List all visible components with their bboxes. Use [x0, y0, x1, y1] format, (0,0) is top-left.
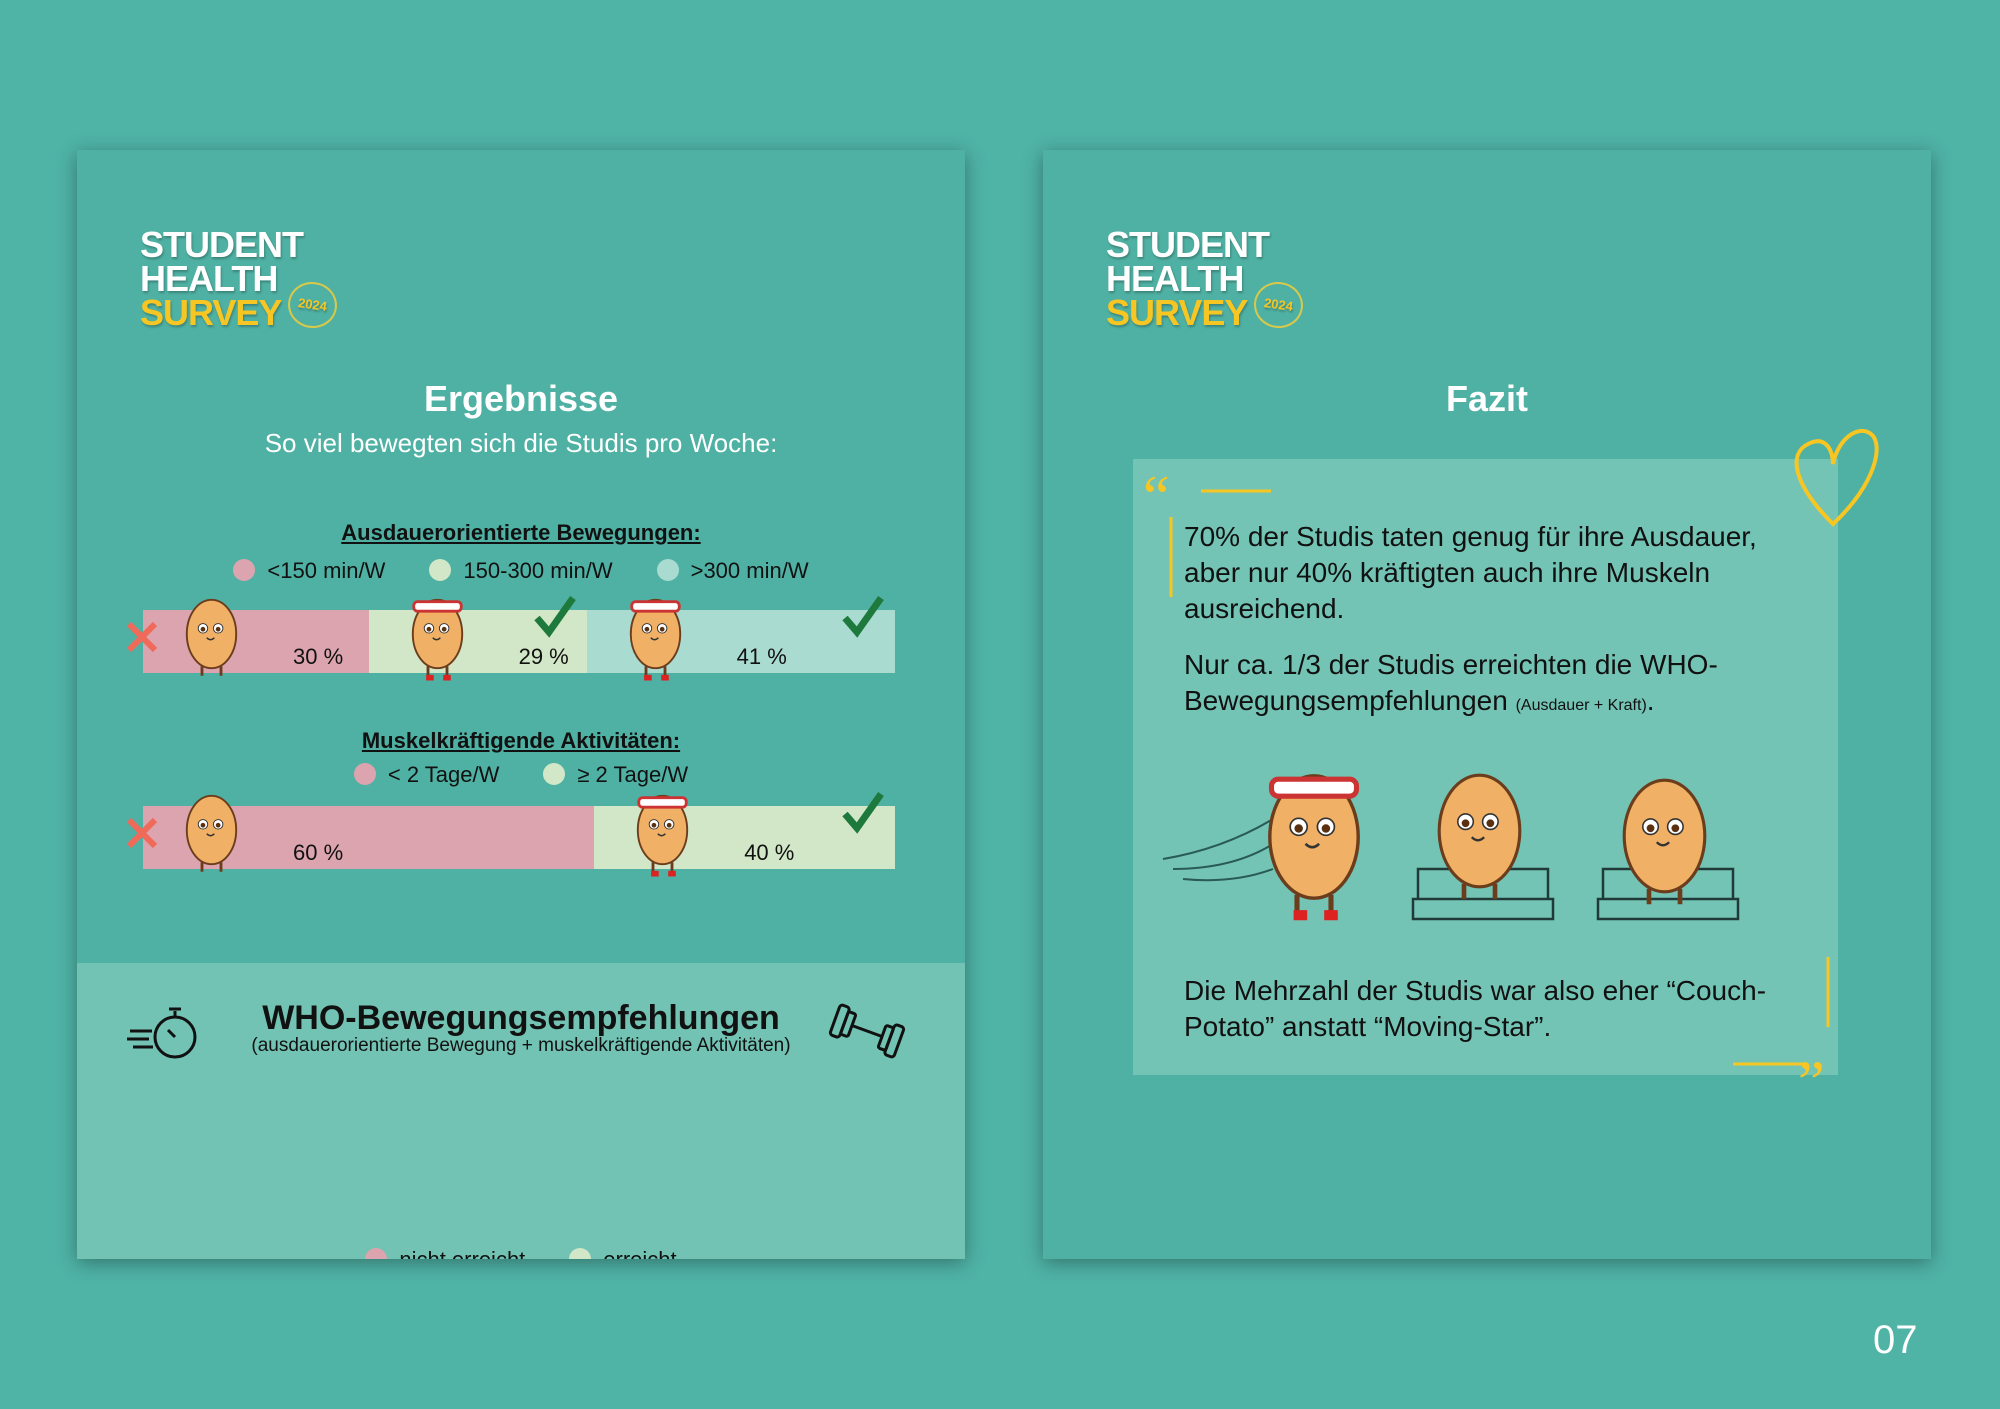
- page-title: Fazit: [1445, 378, 1528, 419]
- who-legend: nicht erreicht erreicht: [77, 1247, 965, 1259]
- potato-icon: [411, 598, 463, 681]
- who-section: WHO-Bewegungsempfehlungen (ausdauerorien…: [77, 963, 965, 1259]
- legend-label: ≥ 2 Tage/W: [577, 762, 689, 787]
- conclusion-paragraph-1: 70% der Studis taten genug für ihre Ausd…: [1184, 521, 1757, 624]
- legend-swatch: [569, 1248, 592, 1259]
- bar-segment: 41 %: [586, 595, 895, 681]
- legend-label: erreicht: [603, 1247, 676, 1259]
- logo-line: SURVEY: [1106, 292, 1248, 333]
- quote-marks-icon: “ ”: [1143, 464, 1830, 1115]
- page-title: Ergebnisse: [423, 378, 619, 419]
- svg-text:”: ”: [1798, 1049, 1825, 1115]
- bar-segment: 29 %: [368, 595, 587, 681]
- legend-item: <150 min/W: [233, 558, 385, 584]
- bar-segment: 60 %: [126, 794, 595, 872]
- logo-line: SURVEY: [140, 292, 282, 333]
- p2-end: .: [1646, 685, 1655, 716]
- who-subtitle: (ausdauerorientierte Bewegung + muskelkr…: [251, 1035, 791, 1056]
- legend-swatch: [429, 559, 452, 581]
- potato-icon: [629, 598, 681, 681]
- legend-label: nicht erreicht: [399, 1247, 525, 1259]
- bar-value: 30 %: [293, 644, 344, 669]
- legend-label: < 2 Tage/W: [387, 762, 500, 787]
- conclusion-paragraph-2: Nur ca. 1/3 der Studis erreichten die WH…: [1184, 647, 1804, 724]
- legend-label: 150-300 min/W: [463, 558, 613, 583]
- legend-swatch: [656, 559, 679, 581]
- logo-line: HEALTH: [1106, 258, 1244, 299]
- cross-icon: [126, 621, 158, 653]
- legend-swatch: [353, 763, 376, 785]
- legend-item: ≥ 2 Tage/W: [543, 762, 688, 788]
- bar-segment: 40 %: [594, 791, 895, 877]
- legend-item: erreicht: [569, 1247, 677, 1259]
- bar-segment: 30 %: [126, 598, 369, 676]
- potato-illustrations: [1162, 773, 1740, 921]
- conclusion-paragraph-3: Die Mehrzahl der Studis war also eher “C…: [1184, 975, 1767, 1042]
- page-number: 07: [1873, 1318, 1918, 1362]
- results-page: STUDENT HEALTH SURVEY 2024 Ergebnisse So…: [77, 150, 965, 1259]
- svg-text:“: “: [1143, 464, 1170, 530]
- legend-swatch: [233, 559, 256, 581]
- potato-icon: [637, 794, 689, 877]
- bar-value: 60 %: [293, 840, 344, 865]
- page-subtitle: So viel bewegten sich die Studis pro Woc…: [264, 428, 778, 458]
- heart-icon: [1794, 428, 1879, 527]
- dumbbell-icon: [828, 1003, 906, 1059]
- bar-value: 29 %: [518, 644, 569, 669]
- legend-swatch: [543, 763, 566, 785]
- survey-logo: STUDENT HEALTH SURVEY 2024: [1106, 224, 1306, 333]
- p2-text: Nur ca. 1/3 der Studis erreichten die WH…: [1184, 649, 1718, 716]
- legend-label: <150 min/W: [267, 558, 386, 583]
- survey-logo: STUDENT HEALTH SURVEY 2024: [140, 224, 340, 333]
- quote-box: “ ” 70% der Studis taten genug für ihre …: [1133, 428, 1879, 1115]
- cross-icon: [126, 817, 158, 849]
- conclusion-page: STUDENT HEALTH SURVEY 2024 Fazit “ ” 70%…: [1043, 150, 1931, 1259]
- who-title: WHO-Bewegungsempfehlungen: [262, 999, 780, 1037]
- logo-line: STUDENT: [140, 224, 304, 265]
- legend-swatch: [365, 1248, 388, 1259]
- p2-note: (Ausdauer + Kraft): [1515, 697, 1647, 714]
- speed-lines: [1162, 818, 1274, 882]
- legend-item: 150-300 min/W: [429, 558, 613, 584]
- bar-value: 40 %: [744, 840, 795, 865]
- strength-legend: < 2 Tage/W ≥ 2 Tage/W: [77, 762, 965, 788]
- legend-item: >300 min/W: [656, 558, 809, 584]
- strength-heading: Muskelkräftigende Aktivitäten:: [361, 728, 681, 753]
- check-icon: [534, 595, 576, 638]
- logo-line: STUDENT: [1106, 224, 1270, 265]
- logo-line: HEALTH: [140, 258, 278, 299]
- legend-item: < 2 Tage/W: [353, 762, 500, 788]
- bar-value: 41 %: [736, 644, 787, 669]
- legend-label: >300 min/W: [690, 558, 809, 583]
- check-icon: [842, 595, 884, 638]
- legend-item: nicht erreicht: [365, 1247, 525, 1259]
- endurance-legend: <150 min/W 150-300 min/W >300 min/W: [77, 558, 965, 584]
- endurance-heading: Ausdauerorientierte Bewegungen:: [341, 520, 701, 545]
- endurance-bar: 30 % 29 % 41 %: [126, 595, 895, 681]
- potato-icon: [185, 794, 238, 872]
- potato-icon: [185, 598, 238, 676]
- strength-bar: 60 % 40 %: [126, 791, 895, 877]
- check-icon: [842, 791, 884, 834]
- stopwatch-icon: [127, 1007, 197, 1059]
